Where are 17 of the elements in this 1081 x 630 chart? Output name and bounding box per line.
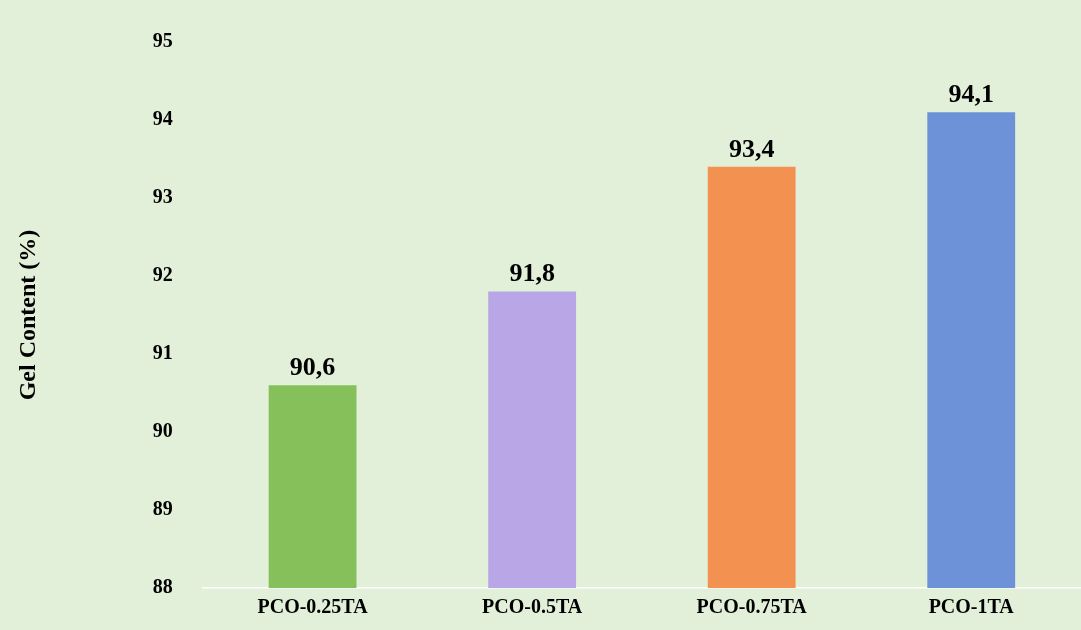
data-label: 94,1 <box>948 78 994 108</box>
data-label: 90,6 <box>289 351 336 381</box>
y-tick-label: 94 <box>152 107 173 130</box>
x-tick-label: PCO-0.75TA <box>696 595 808 618</box>
x-tick-label: PCO-0.25TA <box>257 595 369 618</box>
y-tick-label: 91 <box>152 341 173 364</box>
y-tick-label: 95 <box>152 29 173 52</box>
y-tick-label: 92 <box>152 263 173 286</box>
y-tick-label: 90 <box>152 419 173 442</box>
x-tick-label: PCO-1TA <box>928 595 1015 618</box>
data-label: 93,4 <box>728 133 775 163</box>
y-axis-title: Gel Content (%) <box>13 229 40 401</box>
y-tick-label: 93 <box>152 185 173 208</box>
data-label: 91,8 <box>509 258 555 288</box>
y-tick-label: 89 <box>152 497 173 520</box>
x-tick-label: PCO-0.5TA <box>482 595 583 618</box>
y-tick-label: 88 <box>152 575 173 598</box>
